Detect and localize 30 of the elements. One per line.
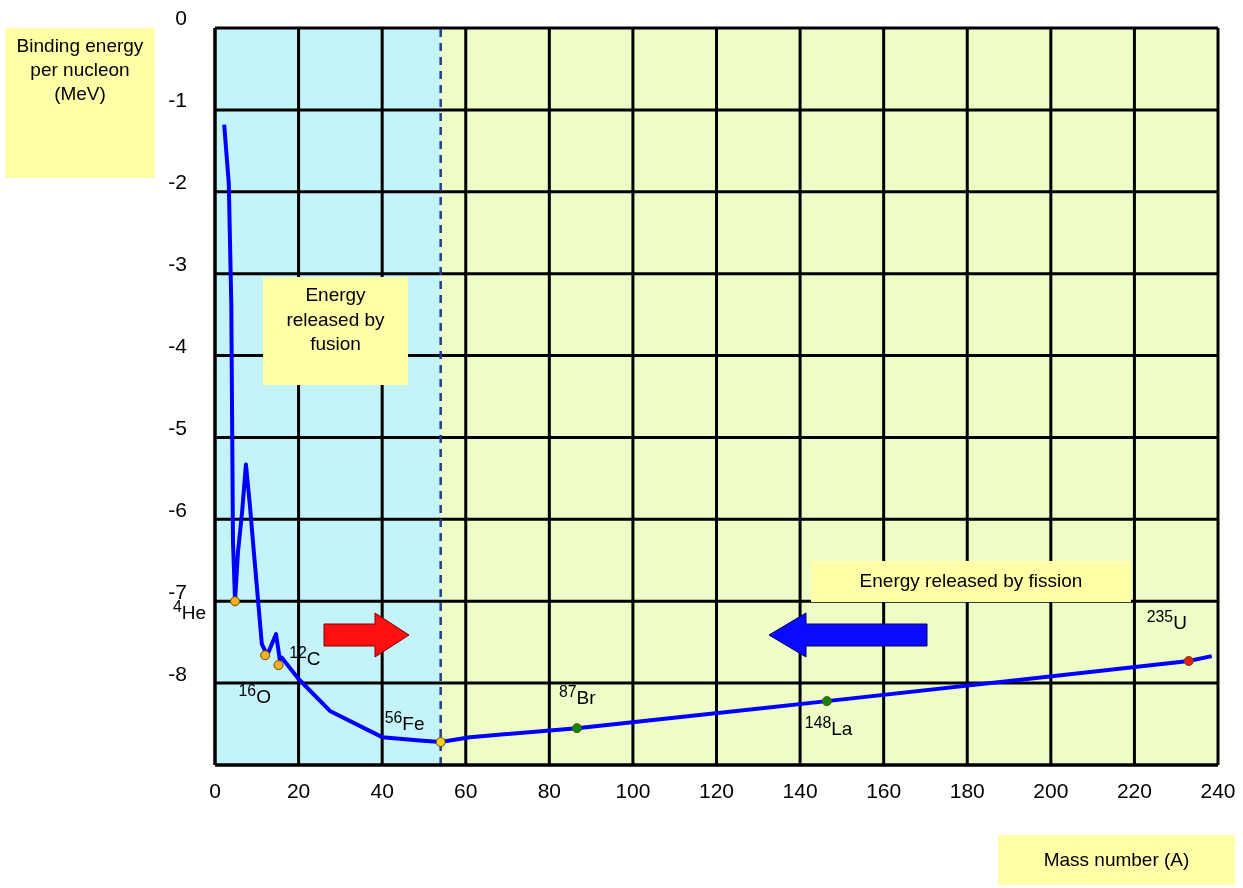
annotation: $^{16}$O (238, 682, 271, 708)
x-tick-label: 100 (615, 778, 651, 802)
y-tick-label: -3 (168, 252, 187, 276)
annotation: $^{56}$Fe (384, 709, 425, 735)
y-tick-label: -8 (168, 661, 187, 685)
x-tick-label: 200 (1033, 778, 1069, 802)
y-tick-label: -4 (168, 334, 188, 358)
text-box: Energy released by fission (811, 561, 1131, 602)
x-tick-label: 40 (370, 778, 394, 802)
annotation: $^{235}$U (1146, 608, 1187, 634)
text-box: Energy released by fusion (263, 277, 408, 385)
text-box: Binding energy per nucleon (MeV) (5, 28, 155, 178)
x-tick-label: 180 (949, 778, 985, 802)
x-tick-label: 20 (286, 778, 311, 802)
y-tick-label: -2 (168, 170, 187, 194)
x-tick-label: 0 (209, 778, 221, 802)
y-tick-label: -5 (168, 415, 187, 439)
x-tick-label: 60 (454, 778, 478, 802)
x-tick-label: 220 (1116, 778, 1152, 802)
x-tick-label: 240 (1200, 778, 1236, 802)
text-box: Mass number (A) (998, 835, 1235, 885)
x-tick-label: 120 (698, 778, 735, 802)
y-tick-label: -6 (168, 497, 187, 521)
y-tick-label: -1 (168, 88, 187, 112)
annotation: $^{87}$Br (558, 683, 596, 709)
annotation: $^{148}$La (804, 714, 853, 740)
y-tick-label: 0 (175, 6, 187, 30)
x-tick-label: 140 (782, 778, 818, 802)
x-tick-label: 160 (866, 778, 902, 802)
x-tick-label: 80 (537, 778, 562, 802)
